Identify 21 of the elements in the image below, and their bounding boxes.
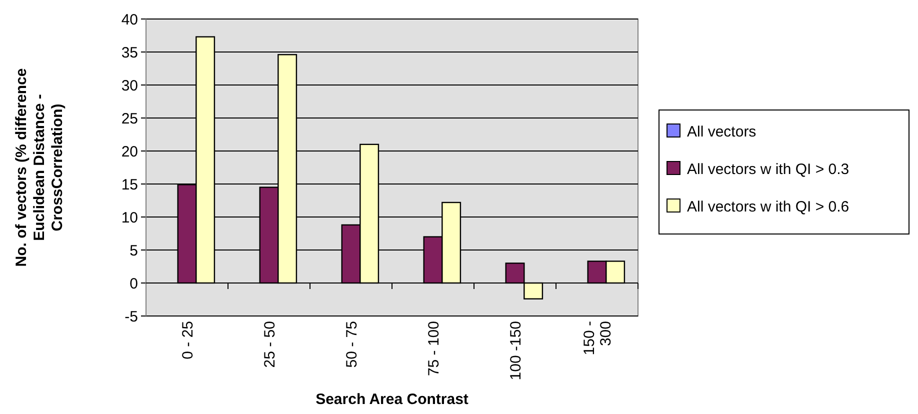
x-tick-label: 50 - 75 xyxy=(343,321,360,368)
y-tick-label: 0 xyxy=(130,275,138,292)
x-tick-label: 150 - 300 xyxy=(581,321,614,356)
x-tick-label: 25 - 50 xyxy=(261,321,278,368)
y-tick-label: 10 xyxy=(121,209,138,226)
y-tick-label: 30 xyxy=(121,77,138,94)
y-tick-label: 25 xyxy=(121,110,138,128)
y-tick-label: 35 xyxy=(121,44,138,62)
legend-label: All vectors w ith QI > 0.6 xyxy=(687,198,850,216)
y-axis-title: No. of vectors (% difference Euclidean Distance - CrossCorrelation) xyxy=(13,68,66,267)
legend-label: All vectors xyxy=(687,123,756,140)
x-axis-title: Search Area Contrast xyxy=(316,391,468,408)
y-tick-label: 15 xyxy=(121,176,138,194)
x-tick-label: 0 - 25 xyxy=(179,321,196,360)
y-tick-label: 40 xyxy=(121,11,138,28)
y-tick-label: 20 xyxy=(121,143,138,160)
x-tick-label: 75 - 100 xyxy=(425,321,442,376)
y-tick-label: -5 xyxy=(124,308,138,326)
x-tick-label: 100 -150 xyxy=(507,321,524,380)
y-tick-label: 5 xyxy=(130,242,138,260)
legend-label: All vectors w ith QI > 0.3 xyxy=(687,160,850,178)
